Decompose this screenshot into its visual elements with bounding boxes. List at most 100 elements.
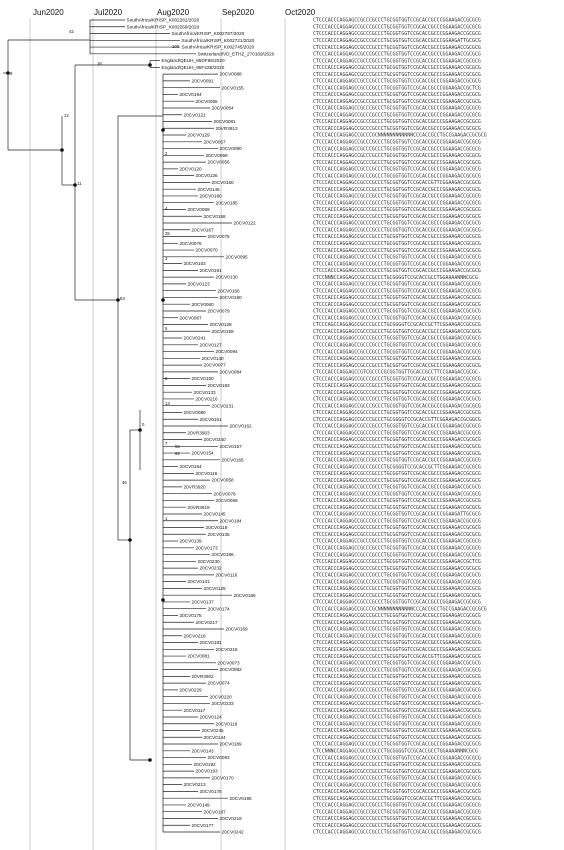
tip-label: 20CV0217: [196, 620, 219, 625]
alignment-sequence: CTCCCACCCAGGAGCCGCCCGCCCTGCGGTGGTCCGCACC…: [313, 288, 481, 294]
tip-label: 20CV0219: [220, 816, 243, 821]
alignment-sequence: CTCCCACCCAGGAGCCGCCCGCCCTGCGGTGGTCCGCACC…: [313, 302, 481, 308]
alignment-sequence: CTCCCACCCAGGAGCCGCCCGCCCTGCGGTGGTCCGCACC…: [313, 498, 481, 504]
internal-node-dot: [6, 71, 10, 75]
tip-label: SouthAfrica/KRISP_K002745/2020: [182, 45, 255, 50]
month-label-sep2020: Sep2020: [222, 8, 255, 17]
tip-label: 20CV0125: [204, 586, 227, 591]
tip-label: 20CV0084: [220, 369, 243, 374]
tip-label: 20CV0175: [180, 613, 203, 618]
tip-label: 20VR3913: [216, 126, 239, 131]
alignment-sequence: CTCCCACCCAGGAGCCGCCCGCCCTGCGGTGGTCCGCACC…: [313, 681, 481, 687]
tip-label: 20CV0150: [192, 376, 215, 381]
tip-label: 20CV0213: [184, 782, 207, 787]
tip-label: 20CV0082: [220, 667, 243, 672]
alignment-sequence: CTCCCACCCAGGAGCCGCCCGCCCTGCGGTGGTCCGCACC…: [313, 160, 481, 166]
internal-node-dot: [161, 128, 165, 132]
tip-label: 20CV0177: [192, 823, 215, 828]
alignment-sequence: CTCCCACCCAGGAGCCGCCCGCCCTGCGGTGGTCCGCACC…: [313, 349, 481, 355]
alignment-sequence: CTCCCACCCAGGAGCCGCCCGCCCTGCGGTGGTCCGCACC…: [313, 627, 481, 633]
alignment-sequence: CTCCCACCCAGGAGCCGCCCGCCCTGCGGTGGTCCGCACC…: [313, 58, 481, 64]
alignment-sequence: CTCCCACCCAGGAGCCGCCCGCCCTGCGGTGGTCCGCACC…: [313, 728, 481, 734]
tip-label: 20CV0118: [216, 721, 238, 726]
alignment-sequence: CTCCCACCCAGGAGCCGCCCGCCCTGCGGTGGTCCGCACC…: [313, 343, 481, 349]
alignment-sequence: CTCCCACCCAGGAGCCGCCCGCCCTGCGGTGGTCCGCACC…: [313, 552, 481, 558]
tip-label: 20CV0079: [208, 309, 231, 314]
tip-label: SouthAfrica/KRISP_K002787/2020: [172, 31, 245, 36]
month-label-jun2020: Jun2020: [33, 8, 64, 17]
tip-label: Switzerland/VD_ETHZ_270169/2020: [198, 51, 275, 56]
alignment-sequence: CTCCCACCCAGGAGCCGCCCGCCCTGCGGTGGTCCGCACC…: [313, 376, 481, 382]
tip-label: 20CV0149: [188, 803, 211, 808]
tip-label: 20CV0166: [218, 288, 241, 293]
tip-label: 20CV0195: [230, 796, 253, 801]
tip-label: SouthAfrica/KRISP_K002269/2020: [127, 24, 200, 29]
alignment-sequence: CTCCCACCCAGGAGCCGCCCGCCCTGCGGTGGTCCGCACC…: [313, 444, 481, 450]
alignment-sequence: CTCCCACCCAGGAGCCGCCCGCCCTGCGGTGGTCCGCACC…: [313, 403, 481, 409]
alignment-sequence: CTCCCACCCAGGAGCCGCCCGCCCTGCGGTGGTCCGCACC…: [313, 573, 481, 579]
alignment-sequence: CTCCCACCCAGGAGCCGCCCGCCCTGCGGTGGTCCGCACC…: [313, 65, 481, 71]
alignment-sequence: CTCCCACCCAGGAGCCGCCCGCCCTGCGGGGTCCGCACCG…: [313, 417, 481, 423]
alignment-sequence: CTCCCACCCAGGAGCCGCCCGCCCTGCGGTGGTCCGCACC…: [313, 214, 481, 220]
support-value: 63: [120, 296, 125, 301]
internal-node-dot: [148, 758, 152, 762]
tip-label: 20CV0075: [208, 234, 231, 239]
tip-label: 20CV0232: [200, 566, 223, 571]
tip-label: 20CV0137: [192, 600, 215, 605]
tip-label: 20CV0162: [230, 424, 253, 429]
alignment-sequence: CTCCCACCCAGGAGCCGCCCGCCCTGCGGTGGTCCGCACC…: [313, 397, 481, 403]
tip-label: 20CV0181: [200, 640, 223, 645]
tip-label: 20CV0154: [192, 451, 215, 456]
tip-label: 20CV0161: [200, 417, 223, 422]
alignment-sequence: CTCCCACCCAGGAGCCGCCCGCCCTGCGGTGGTCCGCACC…: [313, 437, 481, 443]
tip-label: 20CV0058: [212, 478, 235, 483]
alignment-sequence: CTCCCACCCAGGAGCCGCCCGCCCTGCGGTGGTCCGCACC…: [313, 24, 481, 30]
alignment-sequence: CTCCCACCCAGGAGCCGCCCGCCCTGCGGTGGTCCGCACC…: [313, 647, 481, 653]
alignment-sequence: CTCCCACCCAGGAGCCGCCCGCCCTGCGGTGGTCCGCACC…: [313, 45, 481, 51]
alignment-sequence: CTCCCACCCAGGAGCCGCCCGCCCTGCGGTGGTCCGCACC…: [313, 363, 481, 369]
support-value: 11: [77, 181, 82, 186]
tip-label: 20CV0054: [212, 106, 235, 111]
tip-label: 20CV0067: [180, 315, 203, 320]
alignment-sequence: CTCCCACCCAGGAGCCGCCCGCCCTGCGGTGGTCCGCACC…: [313, 816, 481, 822]
tip-label: 20CV0115: [196, 471, 218, 476]
support-value: 5: [165, 326, 168, 331]
tip-label: 20CV0170: [212, 775, 235, 780]
alignment-sequence: CTCCNNNCCAGGAGCCGCCCGCCCTGCGGGGTCCGCACCG…: [313, 749, 478, 755]
tip-label: 20CV0124: [200, 715, 223, 720]
alignment-sequence: CTCCCACCCAGGAGCCGCCCGCCCTGCGGTGGTCCGCACC…: [313, 309, 481, 315]
alignment-sequence: CTCCCACCCAGGAGCCGCCCGCCCTGCGGTGGTCCGCACC…: [313, 329, 481, 335]
alignment-sequence: CTCCCACCCAGGAGCCGCCCGCCCTGCGGTGGTCCGCACC…: [313, 424, 481, 430]
alignment-sequence: CTCCCACCCAGGAGCCGCCCGCCCTGCGGTGGTCCGCACC…: [313, 52, 481, 58]
internal-node-dot: [161, 598, 165, 602]
alignment-sequence: CTCCCACCCAGGAGCCGCCCGCCCTGCGGTGGTCCGCACC…: [313, 471, 481, 477]
support-value: 46: [122, 480, 127, 485]
alignment-sequence: CTCCCACCCAGGAGCCGCCCGCCCTGCGGTGGTCCGCACC…: [313, 261, 481, 267]
tip-label: 20VR3919: [188, 505, 211, 510]
tip-label: 20CV0117: [184, 708, 206, 713]
tip-label: 20CV0192: [194, 762, 217, 767]
tip-label: 20CV0069: [188, 207, 211, 212]
tip-label: 20CV0189: [220, 742, 243, 747]
tip-label: 20CV0145: [204, 512, 227, 517]
tip-label: 20CV0159: [212, 329, 235, 334]
tip-label: 20CV0076: [180, 241, 203, 246]
alignment-sequence: CTCCCACCCAGGAGCCGCCCGCCCTGCGGTGGTCCGCACC…: [313, 112, 481, 118]
alignment-sequence: CTCCCACCCAGGAGCCGCCCGCCCTGCGGTGGTCCGCACC…: [313, 200, 481, 206]
alignment-sequence: CTCCCACCCAGGAGCCGCCCGCCCTGCGGTGGTCCGCACC…: [313, 633, 481, 639]
alignment-sequence: CTCCCACCCAGGAGCCGCCCGCCCTGCGGTGGTCCGCACC…: [313, 173, 481, 179]
support-value: 25: [165, 231, 170, 236]
alignment-sequence: CTCCCACCCAGGAGCCGCCCGCCCTGCGGTGGTCCGCACC…: [313, 451, 481, 457]
tip-label: 20CV0080: [184, 410, 207, 415]
tip-label: 20CV0122: [234, 221, 257, 226]
alignment-sequence: CTCCCACCCAGGAGCCGCCCGCCCTGCGGTGGTCCGCACC…: [313, 674, 481, 680]
tip-label: 20CV0055: [196, 99, 219, 104]
tip-label: 20CV0186: [212, 552, 235, 557]
support-value: 100: [172, 44, 180, 49]
alignment-sequence: CTCCCACCCAGGAGCCGCCCGCCCTGCGGTGGTCCGCACC…: [313, 640, 481, 646]
alignment-sequence: CTCCCACCCAGGAGCCGCCCGCCCTGCGGTGGTCCGCACC…: [313, 356, 481, 362]
tip-label: 20CV0230: [198, 559, 221, 564]
alignment-sequence: CTCCCACCCAGGAGCCGCCCGCCCTGCGGTGGTCCGCACC…: [313, 430, 481, 436]
tip-label: 20CV0158: [204, 214, 227, 219]
